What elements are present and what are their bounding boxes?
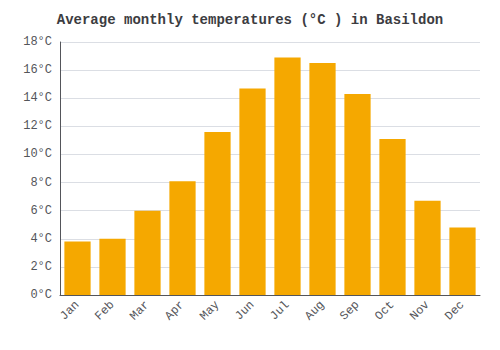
svg-text:Sep: Sep [337,298,362,323]
svg-text:12°C: 12°C [23,119,52,133]
svg-text:Oct: Oct [372,298,397,323]
svg-text:Aug: Aug [302,298,327,323]
svg-text:Mar: Mar [127,298,152,323]
svg-text:Apr: Apr [162,298,187,323]
svg-text:4°C: 4°C [30,232,52,246]
svg-text:6°C: 6°C [30,204,52,218]
svg-text:Dec: Dec [442,298,467,323]
svg-text:8°C: 8°C [30,176,52,190]
svg-text:Feb: Feb [92,298,117,323]
svg-text:14°C: 14°C [23,91,52,105]
svg-text:Jun: Jun [232,298,257,323]
svg-text:Nov: Nov [407,298,432,323]
svg-text:May: May [197,298,222,323]
svg-text:10°C: 10°C [23,147,52,161]
svg-text:18°C: 18°C [23,35,52,49]
svg-text:Jul: Jul [267,298,292,323]
svg-text:16°C: 16°C [23,63,52,77]
svg-text:Jan: Jan [57,298,82,323]
svg-text:Average monthly temperatures (: Average monthly temperatures (°C ) in Ba… [57,12,443,28]
svg-text:2°C: 2°C [30,260,52,274]
svg-text:0°C: 0°C [30,288,52,302]
